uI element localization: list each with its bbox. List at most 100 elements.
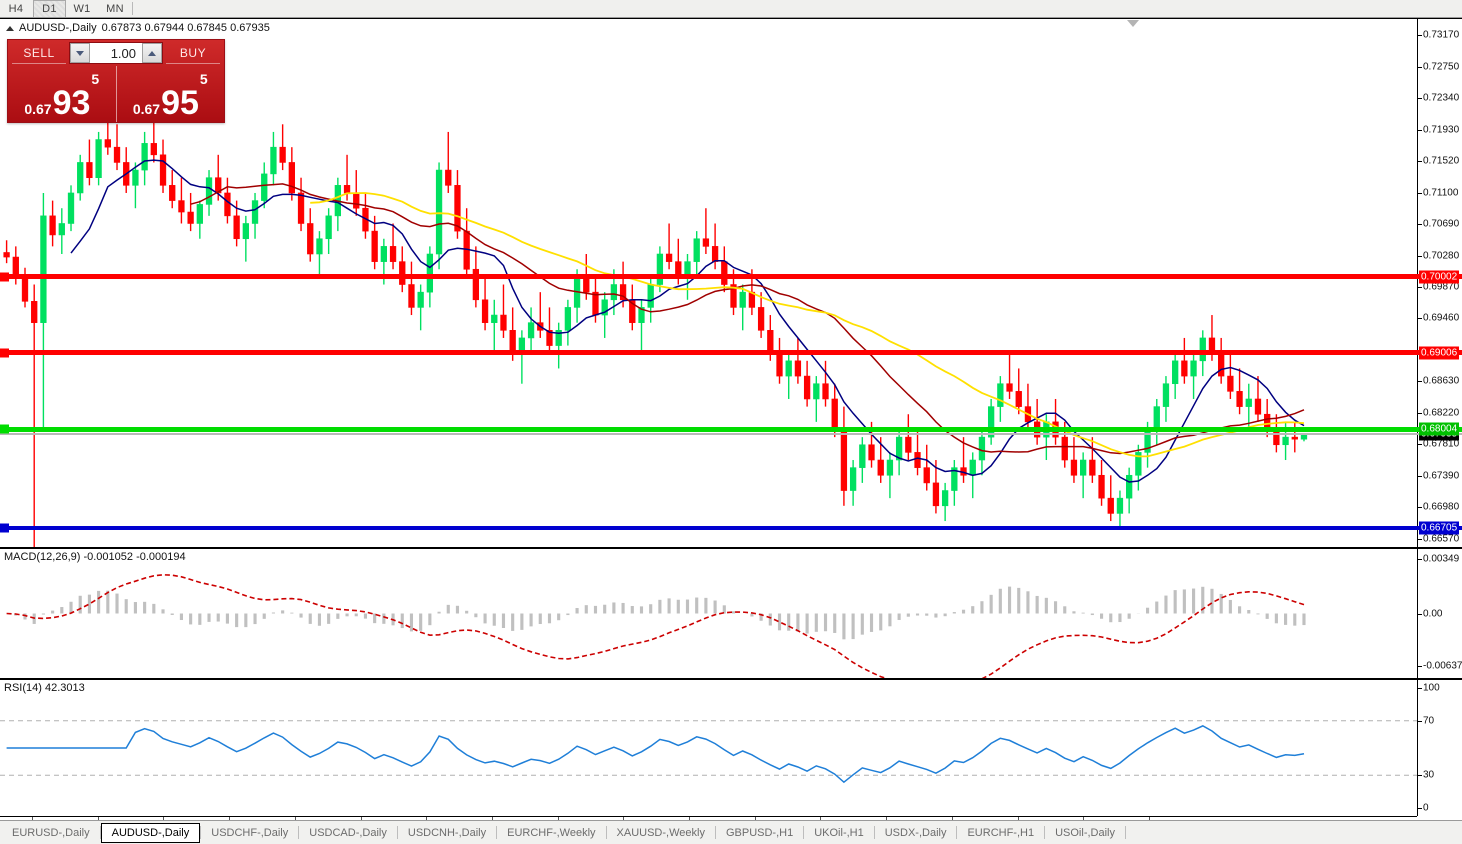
date-tick — [491, 817, 493, 820]
toolbar-divider — [132, 2, 133, 15]
tab-divider — [396, 826, 398, 839]
date-tick — [1017, 817, 1019, 820]
trade-panel-prices: 0.67 93 5 0.67 95 5 — [8, 66, 224, 122]
axis-tick — [1418, 192, 1422, 194]
buy-price-big: 95 — [161, 83, 199, 122]
price-axis[interactable]: 0.73170 0.72750 0.72340 0.71930 0.71520 0.711… — [1417, 19, 1462, 547]
sell-price-big: 93 — [52, 83, 91, 122]
date-tick — [820, 817, 822, 820]
price-axis-label: 0.71930 — [1423, 124, 1460, 136]
tab-divider — [1044, 826, 1046, 839]
price-level-chip-red[interactable]: 0.69006 — [1419, 346, 1460, 360]
chart-tab-eurchf-h1[interactable]: EURCHF-,H1 — [967, 826, 1035, 839]
symbol-ohlc: 0.67873 0.67944 0.67845 0.67935 — [101, 22, 270, 34]
date-tick — [886, 817, 888, 820]
chevron-up-icon — [148, 50, 156, 56]
chart-tab-usdcnh-daily[interactable]: USDCNH-,Daily — [407, 826, 487, 839]
chart-tab-ukoil-h1[interactable]: UKOil-,H1 — [814, 826, 864, 839]
rsi-plot-area[interactable] — [0, 680, 1417, 816]
tab-divider — [873, 826, 875, 839]
chart-tab-eurchf-weekly[interactable]: EURCHF-,Weekly — [507, 826, 596, 839]
volume-input[interactable]: 1.00 — [90, 43, 142, 63]
date-tick — [294, 817, 296, 820]
volume-decrease-button[interactable] — [70, 43, 90, 63]
buy-button[interactable]: BUY — [166, 42, 220, 64]
macd-axis[interactable]: 0.00349 0.00 -0.00637 — [1417, 549, 1462, 678]
price-axis-label: 0.67390 — [1423, 470, 1460, 482]
price-pane[interactable]: AUDUSD-,Daily 0.67873 0.67944 0.67845 0.… — [0, 19, 1462, 548]
chart-tab-eurusd-daily[interactable]: EURUSD-,Daily — [12, 826, 90, 839]
chart-tab-usdx-daily[interactable]: USDX-,Daily — [884, 826, 947, 839]
support-level-line-066705[interactable] — [0, 523, 1462, 533]
date-tick — [426, 817, 428, 820]
date-tick — [229, 817, 231, 820]
price-level-chip-blue[interactable]: 0.66705 — [1419, 521, 1460, 535]
axis-tick — [1418, 775, 1422, 777]
axis-tick — [1418, 666, 1422, 667]
price-axis-label: 0.68630 — [1423, 375, 1460, 387]
sell-price-prefix: 0.67 — [24, 101, 52, 117]
resistance-level-line-069006[interactable] — [0, 348, 1462, 358]
chart-tab-usdcad-daily[interactable]: USDCAD-,Daily — [309, 826, 387, 839]
chart-scroll-marker-icon[interactable] — [1127, 20, 1139, 27]
axis-tick — [1418, 381, 1422, 383]
chart-tabs-bar[interactable]: EURUSD-,Daily AUDUSD-,Daily USDCHF-,Daily U… — [0, 820, 1462, 844]
timeframe-mn[interactable]: MN — [106, 2, 124, 15]
collapse-triangle-icon[interactable] — [6, 25, 14, 31]
price-axis-label: 0.71100 — [1423, 187, 1459, 199]
price-axis-label: 0.70280 — [1423, 250, 1460, 262]
chevron-down-icon — [76, 50, 84, 56]
axis-tick — [1418, 412, 1422, 414]
rsi-series — [0, 720, 1417, 784]
axis-tick — [1418, 476, 1422, 478]
axis-tick — [1418, 255, 1422, 257]
tab-divider — [200, 826, 202, 839]
date-tick — [163, 817, 165, 820]
sell-price-quote[interactable]: 0.67 93 5 — [8, 66, 116, 122]
volume-stepper[interactable]: 1.00 — [69, 42, 163, 64]
chart-tab-gbpusd-h1[interactable]: GBPUSD-,H1 — [725, 826, 794, 839]
buy-price-fraction: 5 — [199, 71, 208, 87]
price-level-chip-red[interactable]: 0.70002 — [1419, 270, 1460, 284]
price-axis-label: 0.70690 — [1423, 218, 1460, 230]
chart-tab-usoil-daily[interactable]: USOil-,Daily — [1055, 826, 1115, 839]
rsi-pane[interactable]: RSI(14) 42.3013 100 70 30 0 — [0, 679, 1462, 816]
price-axis-label: 0.69460 — [1423, 312, 1460, 324]
symbol-name: AUDUSD-,Daily — [19, 22, 97, 34]
timeframe-h4[interactable]: H4 — [8, 2, 24, 15]
chart-tab-xauusd-weekly[interactable]: XAUUSD-,Weekly — [616, 826, 705, 839]
buy-price-quote[interactable]: 0.67 95 5 — [115, 66, 225, 122]
timeframe-w1[interactable]: W1 — [73, 2, 91, 15]
volume-increase-button[interactable] — [142, 43, 162, 63]
price-level-chip-green[interactable]: 0.68004 — [1419, 422, 1460, 436]
rsi-axis-label: 0 — [1423, 802, 1429, 814]
axis-tick — [1418, 224, 1422, 226]
axis-tick — [1418, 286, 1422, 288]
axis-tick — [1418, 35, 1422, 37]
timeframe-d1[interactable]: D1 — [33, 0, 66, 17]
price-axis-label: 0.66980 — [1423, 501, 1460, 513]
date-tick — [689, 817, 691, 820]
macd-pane[interactable]: MACD(12,26,9) -0.001052 -0.000194 0.0034… — [0, 548, 1462, 679]
axis-tick — [1418, 67, 1422, 69]
price-axis-label: 0.67810 — [1423, 438, 1460, 450]
date-tick — [360, 817, 362, 820]
resistance-level-line-070002[interactable] — [0, 272, 1462, 282]
date-tick — [1083, 817, 1085, 820]
one-click-trade-panel[interactable]: SELL 1.00 BUY 0.67 93 — [7, 39, 225, 123]
sell-button[interactable]: SELL — [12, 42, 66, 64]
tab-divider — [298, 826, 300, 839]
tab-divider — [1125, 826, 1126, 839]
support-level-line-068004[interactable] — [0, 424, 1462, 434]
price-axis-label: 0.66570 — [1423, 533, 1460, 545]
macd-axis-label: -0.00637 — [1423, 660, 1462, 672]
macd-plot-area[interactable] — [0, 549, 1417, 678]
chart-tab-audusd-daily[interactable]: AUDUSD-,Daily — [100, 822, 201, 843]
axis-tick — [1418, 720, 1422, 722]
chart-tab-usdchf-daily[interactable]: USDCHF-,Daily — [211, 826, 289, 839]
axis-tick — [1418, 688, 1422, 689]
price-axis-label: 0.73170 — [1423, 29, 1460, 41]
rsi-axis[interactable]: 100 70 30 0 — [1417, 680, 1462, 816]
tab-divider — [803, 826, 805, 839]
